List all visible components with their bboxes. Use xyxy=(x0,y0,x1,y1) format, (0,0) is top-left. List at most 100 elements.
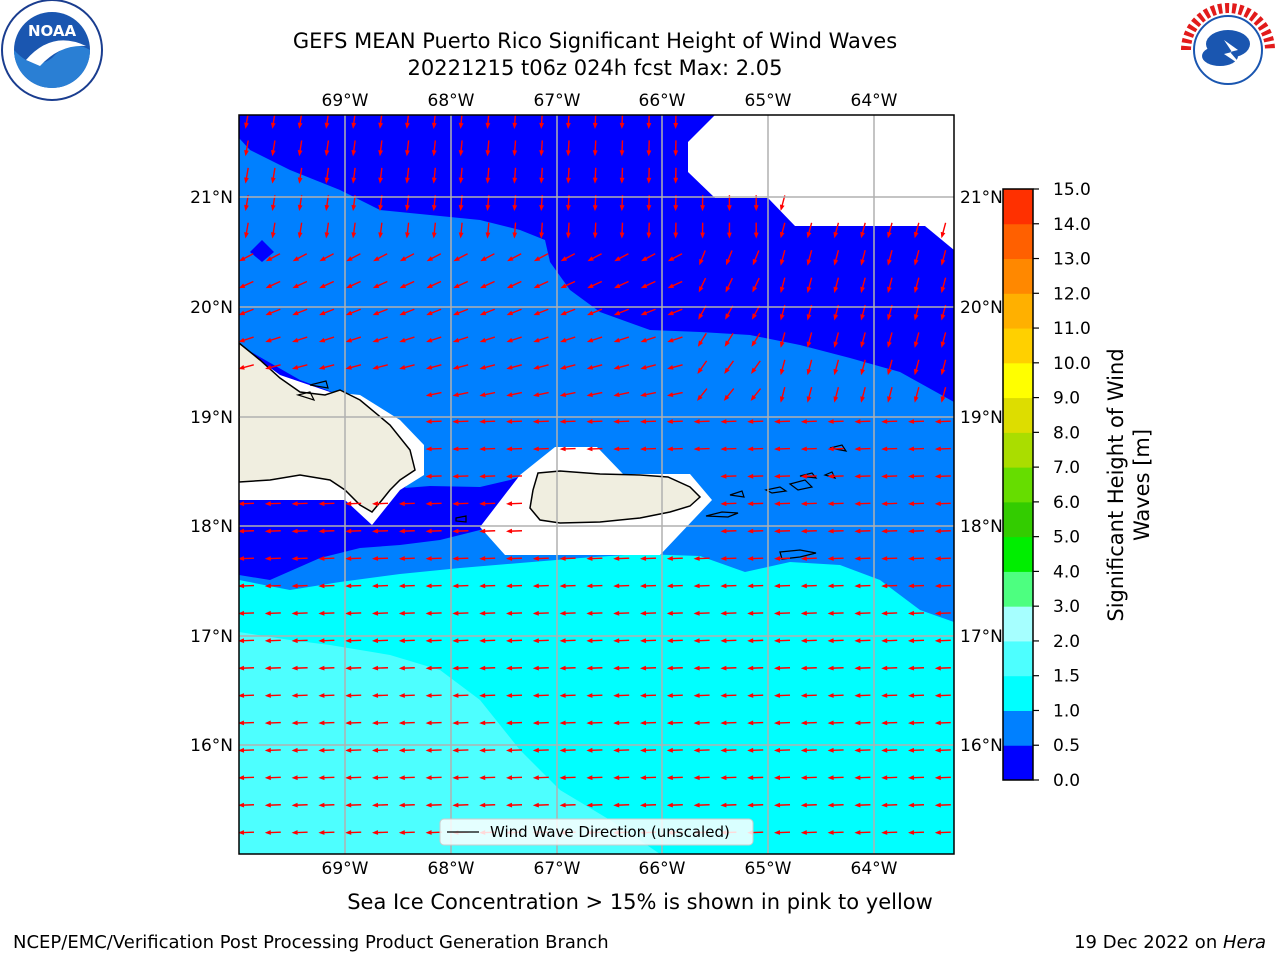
wind-arrow xyxy=(774,830,791,835)
wind-arrow xyxy=(264,747,281,753)
wind-arrow xyxy=(667,308,683,316)
wind-arrow xyxy=(854,802,871,808)
wind-arrow xyxy=(324,167,330,184)
wind-arrow xyxy=(345,747,362,753)
wind-arrow xyxy=(613,720,630,726)
wind-arrow xyxy=(800,720,817,726)
wind-arrow xyxy=(506,528,523,534)
wind-arrow xyxy=(934,610,951,616)
wind-arrow xyxy=(291,501,308,507)
sea-ice-caption: Sea Ice Concentration > 15% is shown in … xyxy=(347,890,933,914)
wind-arrow xyxy=(345,610,362,616)
wind-arrow xyxy=(614,253,629,262)
wind-arrow xyxy=(506,501,523,507)
wind-arrow xyxy=(833,359,840,376)
wind-arrow xyxy=(747,501,764,507)
wind-arrow xyxy=(613,638,630,644)
wind-arrow xyxy=(720,446,737,452)
wind-arrow xyxy=(667,253,683,262)
wind-arrow xyxy=(667,280,683,289)
colorbar-tick-label: 5.0 xyxy=(1053,528,1080,548)
wind-arrow xyxy=(425,610,442,616)
wind-arrow xyxy=(908,501,925,507)
wind-arrow xyxy=(532,775,549,781)
wind-arrow xyxy=(854,693,871,698)
wind-arrow xyxy=(425,556,442,561)
lat-labels-right: 21°N 20°N 19°N 18°N 17°N 16°N xyxy=(960,188,1003,756)
wind-arrow xyxy=(673,167,679,184)
wind-arrow xyxy=(479,501,496,507)
lon-label: 64°W xyxy=(851,91,898,111)
chart-title: GEFS MEAN Puerto Rico Significant Height… xyxy=(292,29,898,53)
wind-arrow xyxy=(239,364,254,370)
wind-arrow xyxy=(747,473,764,479)
wind-arrow xyxy=(532,693,549,698)
colorbar-label-line2: Waves [m] xyxy=(1130,429,1154,541)
wind-arrow xyxy=(720,419,737,424)
wind-arrow xyxy=(720,583,737,589)
colorbar-tick-label: 1.0 xyxy=(1053,701,1080,721)
wind-arrow xyxy=(292,253,308,262)
wind-arrow xyxy=(940,222,947,239)
wind-arrow xyxy=(539,222,544,239)
colorbar-segment xyxy=(1003,501,1033,538)
wind-arrow xyxy=(372,583,389,589)
wind-arrow xyxy=(264,775,281,781)
wind-arrow xyxy=(512,167,518,184)
wind-arrow xyxy=(854,446,871,452)
wind-arrow xyxy=(239,280,254,289)
wind-arrow xyxy=(592,140,598,157)
wind-arrow xyxy=(479,610,496,616)
wind-arrow xyxy=(264,802,281,808)
wind-arrow xyxy=(640,583,657,589)
wind-arrow xyxy=(458,167,464,184)
wind-arrow xyxy=(908,693,925,698)
wind-arrow xyxy=(587,308,603,316)
wind-arrow xyxy=(291,665,308,671)
lon-label: 68°W xyxy=(428,859,475,879)
wind-arrow xyxy=(506,308,522,316)
colorbar-tick-label: 4.0 xyxy=(1053,562,1080,582)
wind-arrow xyxy=(506,556,523,561)
wind-arrow xyxy=(723,388,735,402)
colorbar-segment xyxy=(1003,606,1033,642)
wind-arrow xyxy=(426,336,442,343)
wind-arrow xyxy=(619,222,625,239)
wind-arrow xyxy=(934,501,951,507)
wind-arrow xyxy=(566,167,571,184)
wind-arrow xyxy=(774,720,791,726)
wind-arrow xyxy=(318,583,335,589)
lon-label: 69°W xyxy=(322,859,369,879)
wind-arrow xyxy=(351,222,357,239)
wind-arrow xyxy=(800,665,817,671)
wind-arrow xyxy=(372,501,389,507)
wind-arrow xyxy=(431,222,437,239)
wind-arrow xyxy=(747,528,764,534)
wind-arrow xyxy=(532,720,549,726)
wind-arrow xyxy=(881,775,898,781)
wind-arrow xyxy=(346,253,361,262)
wind-arrow xyxy=(747,419,764,424)
wind-arrow xyxy=(774,802,791,808)
wind-arrow xyxy=(479,802,496,808)
wind-arrow xyxy=(800,446,817,452)
wind-arrow xyxy=(291,583,308,589)
wind-arrow xyxy=(512,140,518,157)
wind-arrow xyxy=(586,556,603,561)
wind-arrow xyxy=(372,336,388,343)
wind-arrow xyxy=(693,775,710,781)
wind-arrow xyxy=(398,665,415,671)
wind-arrow xyxy=(506,747,523,753)
wind-arrow xyxy=(640,665,657,671)
wind-arrow xyxy=(720,610,737,616)
wind-arrow xyxy=(239,501,255,507)
wind-arrow xyxy=(586,610,603,616)
wind-arrow xyxy=(640,391,656,397)
colorbar-tick-label: 0.0 xyxy=(1053,771,1080,791)
wind-arrow xyxy=(827,775,844,781)
wind-arrow xyxy=(887,250,893,266)
wind-arrow xyxy=(666,802,683,808)
wind-arrow xyxy=(940,387,947,403)
wind-arrow xyxy=(559,610,576,616)
wind-arrow xyxy=(827,747,844,753)
